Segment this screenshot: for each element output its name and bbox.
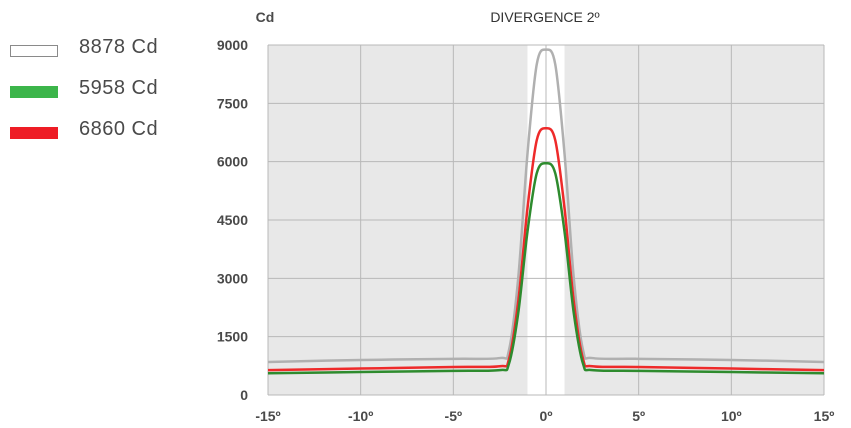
- y-tick-label: 1500: [217, 329, 248, 345]
- y-tick-label: 6000: [217, 154, 248, 170]
- series-line-red: [267, 126, 825, 372]
- y-tick-label: 0: [240, 387, 248, 403]
- legend-swatch-red-icon: [10, 127, 58, 139]
- series-line-grey: [267, 48, 825, 364]
- y-tick-label: 4500: [217, 212, 248, 228]
- x-tick-label: -15º: [255, 408, 280, 424]
- legend-label: 6860 Cd: [79, 118, 159, 140]
- y-tick-label: 3000: [217, 270, 248, 286]
- legend-label: 8878 Cd: [79, 36, 159, 58]
- y-tick-label: 7500: [217, 95, 248, 111]
- y-axis-label: Cd: [256, 9, 275, 25]
- legend-label: 5958 Cd: [79, 77, 159, 99]
- x-tick-label: -10º: [348, 408, 373, 424]
- x-tick-label: 15º: [814, 408, 835, 424]
- plot-area: 0 1500 3000 4500 6000 7500 9000 -15º -10º -5º 0º 5º…: [217, 37, 835, 424]
- x-tick-label: 5º: [632, 408, 645, 424]
- legend-swatch-outline-icon: [10, 45, 58, 57]
- x-tick-label: 10º: [721, 408, 742, 424]
- y-tick-label: 9000: [217, 37, 248, 53]
- x-tick-label: -5º: [445, 408, 463, 424]
- chart-title: DIVERGENCE 2º: [490, 9, 599, 25]
- series-line-green: [267, 162, 825, 375]
- x-tick-label: 0º: [540, 408, 553, 424]
- legend-swatch-green-icon: [10, 86, 58, 98]
